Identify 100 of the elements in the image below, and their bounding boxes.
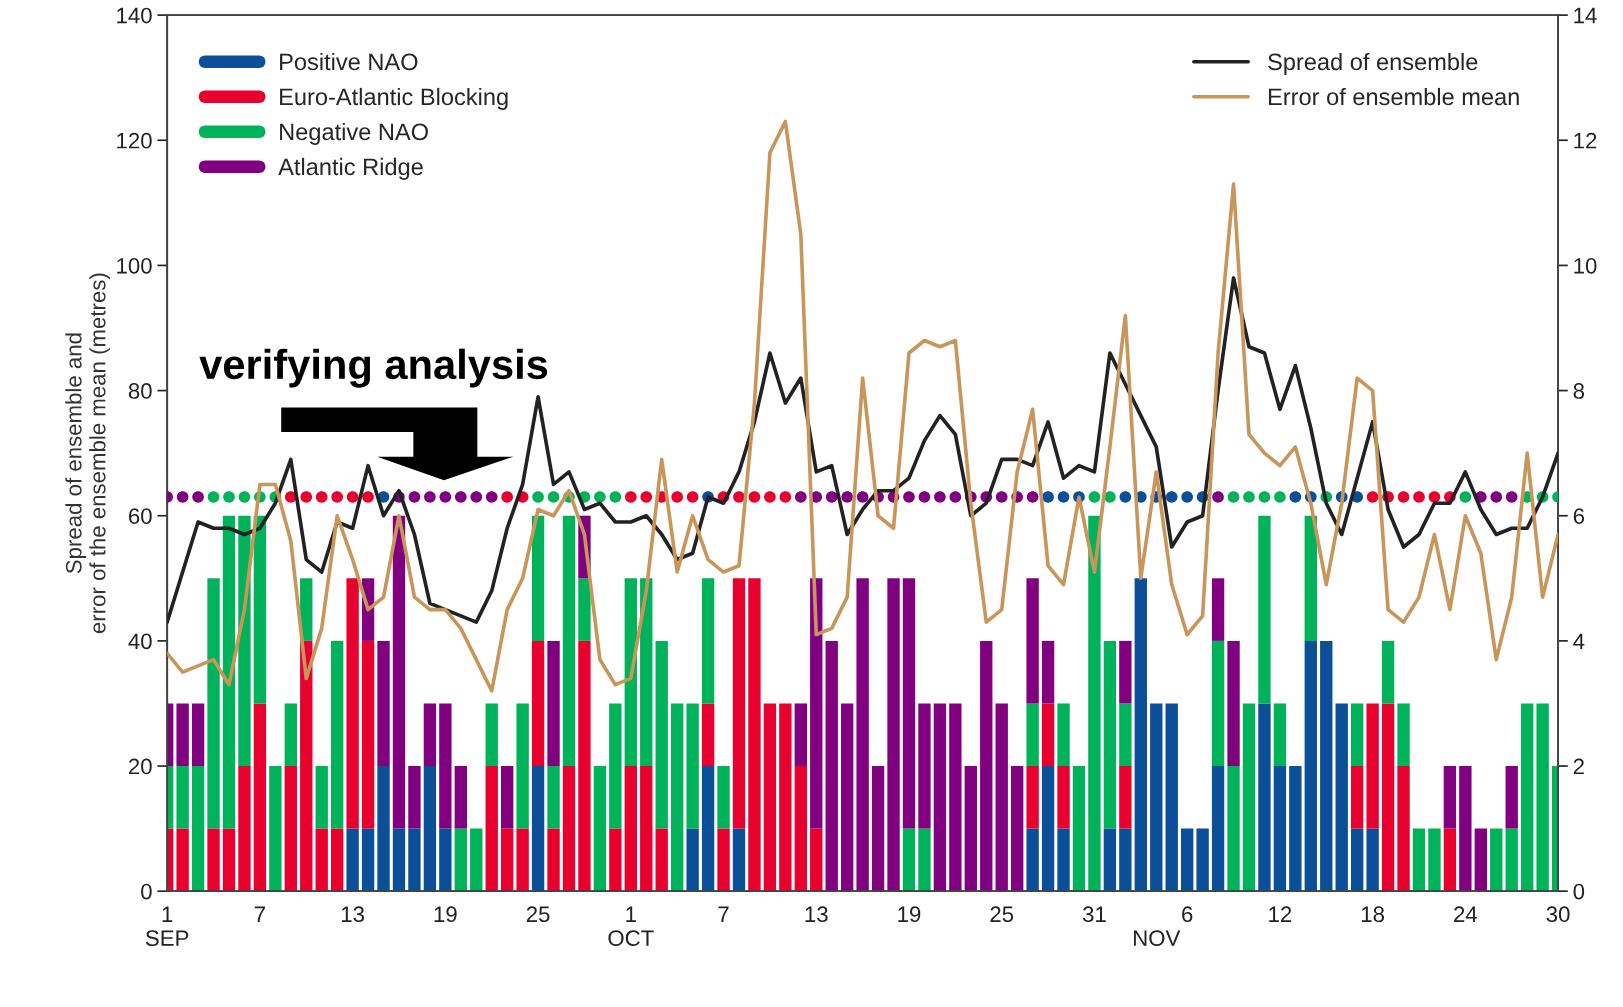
line-series bbox=[167, 119, 1559, 693]
x-tick-label: 25 bbox=[526, 906, 550, 923]
bar bbox=[655, 640, 668, 829]
bar bbox=[717, 828, 730, 892]
bar bbox=[640, 578, 653, 767]
bar bbox=[547, 828, 560, 892]
bar bbox=[1505, 828, 1518, 892]
bar bbox=[1289, 766, 1302, 892]
bar bbox=[1350, 703, 1364, 767]
bar bbox=[794, 703, 807, 767]
bar bbox=[439, 703, 452, 829]
bar bbox=[887, 578, 900, 892]
x-tick-label: 19 bbox=[434, 906, 457, 923]
bar bbox=[686, 828, 699, 892]
bar bbox=[686, 703, 699, 829]
x-tick-label: 6 bbox=[1182, 906, 1193, 923]
bar bbox=[1443, 766, 1457, 829]
y-tick-label: 80 bbox=[128, 383, 152, 399]
x-tick-label: NOV bbox=[1134, 930, 1181, 947]
bar bbox=[392, 515, 406, 829]
bar bbox=[1057, 766, 1070, 829]
bar bbox=[1490, 828, 1503, 892]
bar bbox=[330, 640, 344, 829]
y2-tick-label: 12 bbox=[1574, 132, 1597, 149]
bar bbox=[763, 703, 777, 892]
bar bbox=[624, 578, 637, 767]
bar bbox=[439, 828, 452, 892]
bar bbox=[1304, 515, 1317, 641]
bar bbox=[1350, 766, 1364, 829]
bar bbox=[949, 703, 962, 892]
bar bbox=[1026, 703, 1039, 767]
bar bbox=[253, 703, 267, 892]
bar bbox=[346, 828, 359, 892]
bar bbox=[964, 766, 977, 892]
y-tick-label: 120 bbox=[117, 132, 152, 149]
bar bbox=[222, 828, 236, 892]
bar bbox=[330, 828, 344, 892]
bar bbox=[748, 578, 761, 892]
bar bbox=[1119, 640, 1132, 704]
bar bbox=[810, 578, 823, 829]
bar bbox=[717, 766, 730, 829]
bar bbox=[609, 828, 622, 892]
bar bbox=[562, 515, 576, 767]
bar bbox=[547, 640, 560, 767]
x-tick-label: 7 bbox=[254, 906, 265, 922]
bar bbox=[1320, 640, 1333, 892]
bar bbox=[1258, 515, 1271, 704]
bar bbox=[361, 640, 375, 829]
bar bbox=[485, 703, 498, 767]
bar bbox=[701, 578, 715, 704]
bar bbox=[500, 828, 514, 892]
bar bbox=[1165, 703, 1178, 892]
bar bbox=[1227, 640, 1240, 767]
bar bbox=[918, 828, 931, 892]
y2-tick-label: 4 bbox=[1573, 633, 1585, 649]
bar bbox=[578, 578, 591, 641]
bar bbox=[377, 766, 390, 892]
bar bbox=[1041, 640, 1055, 704]
bar bbox=[531, 640, 545, 767]
bar bbox=[1026, 766, 1039, 829]
bar bbox=[1211, 766, 1225, 892]
bar bbox=[1366, 828, 1379, 892]
x-tick-label: 19 bbox=[898, 906, 921, 923]
bar bbox=[454, 828, 467, 892]
annotation: verifying analysis bbox=[199, 348, 548, 388]
y2-tick-label: 2 bbox=[1573, 758, 1584, 775]
line-series bbox=[167, 276, 1559, 624]
bar bbox=[1381, 703, 1395, 892]
bar bbox=[1397, 766, 1410, 892]
x-tick-label: 13 bbox=[805, 906, 828, 923]
y2-tick-label: 8 bbox=[1573, 383, 1585, 399]
bar bbox=[640, 766, 653, 892]
bar bbox=[1381, 640, 1395, 704]
bar bbox=[1474, 828, 1487, 892]
bar bbox=[732, 828, 746, 892]
bar bbox=[1258, 703, 1271, 892]
bar bbox=[1443, 828, 1457, 892]
bar bbox=[377, 640, 390, 767]
bar bbox=[423, 703, 437, 767]
bar bbox=[1041, 766, 1055, 892]
bar bbox=[1026, 578, 1039, 704]
bar bbox=[1273, 766, 1287, 892]
x-tick-label: 18 bbox=[1361, 906, 1385, 923]
bar bbox=[1057, 703, 1070, 767]
bar bbox=[624, 766, 637, 892]
y-tick-label: 0 bbox=[141, 883, 152, 900]
bar bbox=[1119, 766, 1132, 829]
x-tick-label: 1 SEP bbox=[145, 906, 189, 947]
bar bbox=[902, 578, 916, 829]
bar bbox=[871, 766, 885, 892]
bar bbox=[1010, 766, 1024, 892]
bar bbox=[1072, 766, 1086, 892]
bar bbox=[531, 515, 545, 641]
bar bbox=[454, 766, 467, 829]
x-tick-label: 1 OCT bbox=[608, 906, 654, 947]
legend-label: Euro-Atlantic Blocking bbox=[280, 87, 508, 110]
bar bbox=[794, 766, 807, 892]
bar bbox=[1119, 828, 1132, 892]
bar bbox=[408, 828, 421, 892]
bar bbox=[300, 640, 313, 892]
